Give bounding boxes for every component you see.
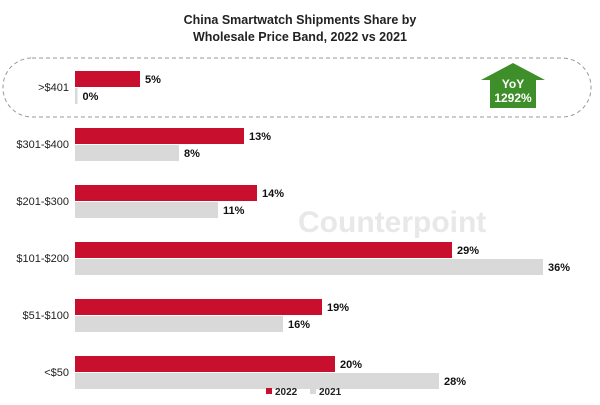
bars-group: >$401 5% 0% $301-$400 13% 8% $201-$300 14% 11% $1… [16, 71, 570, 389]
legend: 2022 2021 [266, 387, 342, 398]
bar-2022-50 [75, 356, 335, 372]
data-label-2021-51-100: 16% [288, 319, 310, 331]
bar-2021-101-200 [75, 259, 543, 275]
yoy-arrow-shape [481, 63, 545, 108]
data-label-2021-401: 0% [83, 91, 99, 103]
data-label-2021-101-200: 36% [548, 262, 570, 274]
data-label-2022-401: 5% [145, 74, 161, 86]
watermark: Counterpoint [298, 206, 486, 239]
data-label-2022-301-400: 13% [249, 131, 271, 143]
legend-swatch-2022 [266, 388, 272, 394]
bar-2021-51-100 [75, 316, 283, 332]
data-label-2022-201-300: 14% [262, 188, 284, 200]
category-label-101-200: $101-$200 [16, 253, 69, 265]
chart-title-line-2: Wholesale Price Band, 2022 vs 2021 [193, 30, 407, 44]
bar-2021-301-400 [75, 145, 179, 161]
data-label-2021-201-300: 11% [223, 205, 245, 217]
category-label-301-400: $301-$400 [16, 139, 69, 151]
legend-label-2022: 2022 [275, 387, 298, 398]
chart-title-line-1: China Smartwatch Shipments Share by [184, 13, 417, 27]
bar-2022-51-100 [75, 299, 322, 315]
bar-2022-301-400 [75, 128, 244, 144]
legend-label-2021: 2021 [319, 387, 342, 398]
yoy-value: 1292% [494, 91, 532, 105]
yoy-arrow: YoY 1292% [481, 63, 545, 108]
category-label-401: >$401 [38, 82, 69, 94]
data-label-2021-50: 28% [444, 376, 466, 388]
bar-2022-401 [75, 71, 140, 87]
highlight-outline [2, 57, 592, 118]
category-label-51-100: $51-$100 [23, 310, 70, 322]
bar-2021-201-300 [75, 202, 218, 218]
legend-swatch-2021 [310, 388, 316, 394]
data-label-2022-51-100: 19% [327, 302, 349, 314]
data-label-2021-301-400: 8% [184, 148, 200, 160]
bar-2022-201-300 [75, 185, 257, 201]
bar-2021-50 [75, 373, 439, 389]
category-label-50: <$50 [44, 367, 69, 379]
bar-2022-101-200 [75, 242, 452, 258]
category-label-201-300: $201-$300 [16, 196, 69, 208]
yoy-label: YoY [502, 77, 524, 91]
data-label-2022-50: 20% [340, 359, 362, 371]
data-label-2022-101-200: 29% [457, 245, 479, 257]
bar-2021-401 [75, 88, 78, 104]
